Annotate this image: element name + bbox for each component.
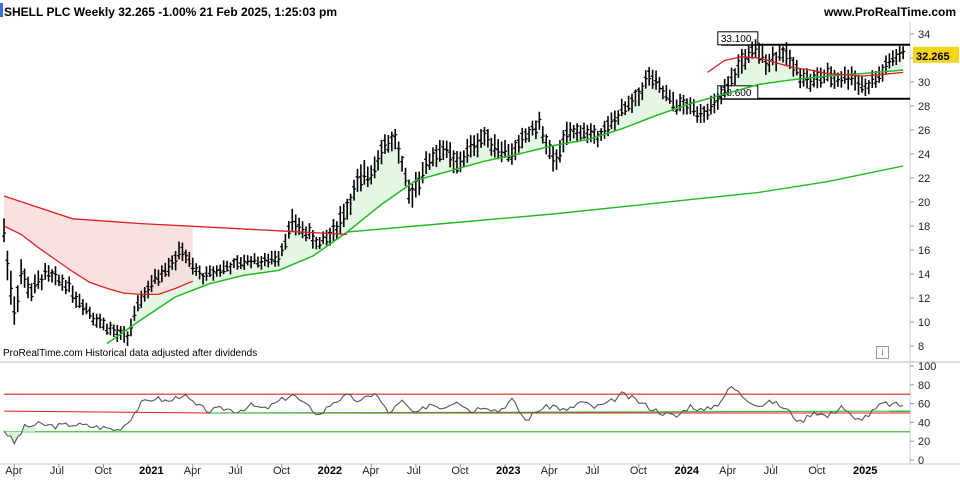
ma-red-late-line — [707, 56, 904, 77]
rsi-tick-label: 40 — [918, 417, 930, 429]
rsi-tick-label: 20 — [918, 436, 930, 448]
rsi-line — [3, 386, 904, 446]
time-tick-label: Jul — [764, 465, 778, 477]
time-tick-label: 2024 — [675, 465, 700, 477]
footer-note: ProRealTime.com Historical data adjusted… — [3, 348, 258, 359]
price-tick-label: 12 — [918, 293, 930, 305]
time-tick-label: Jul — [50, 465, 64, 477]
price-tick-label: 20 — [918, 197, 930, 209]
time-tick-label: Jul — [228, 465, 242, 477]
time-tick-label: 2025 — [853, 465, 877, 477]
time-tick-label: 2023 — [496, 465, 520, 477]
ma-green-long-line — [347, 165, 904, 233]
ma-green-mid-line — [106, 69, 904, 345]
rsi-oversold-fill — [4, 424, 35, 444]
prorealtime-logo-icon — [0, 3, 3, 17]
price-tick-label: 22 — [918, 173, 930, 185]
rsi-tick-label: 80 — [918, 380, 930, 392]
rsi-tick-label: 100 — [918, 361, 936, 373]
chart-title: SHELL PLC Weekly 32.265 -1.00% 21 Feb 20… — [4, 5, 338, 19]
price-tick-label: 16 — [918, 245, 930, 257]
time-tick-label: Oct — [451, 465, 468, 477]
site-url[interactable]: www.ProRealTime.com — [823, 5, 956, 19]
rsi-mid-band-green — [209, 410, 911, 414]
price-tick-label: 26 — [918, 125, 930, 137]
price-tick-label: 34 — [918, 29, 930, 41]
last-price-tag — [913, 46, 959, 63]
support-label: 28.600 — [721, 88, 752, 99]
ma-red-early-line — [3, 225, 194, 296]
time-tick-label: Apr — [5, 465, 22, 477]
time-tick-label: Apr — [362, 465, 379, 477]
ma-red-fill — [4, 196, 193, 295]
price-tick-label: 18 — [918, 221, 930, 233]
price-tick-label: 30 — [918, 77, 930, 89]
rsi-tick-label: 60 — [918, 399, 930, 411]
time-tick-label: Apr — [719, 465, 736, 477]
time-tick-label: Jul — [407, 465, 421, 477]
time-tick-label: Apr — [184, 465, 201, 477]
time-tick-label: 2021 — [139, 465, 163, 477]
last-price-label: 32.265 — [916, 51, 950, 63]
price-tick-label: 24 — [918, 149, 930, 161]
time-tick-label: Oct — [630, 465, 647, 477]
time-tick-label: Jul — [585, 465, 599, 477]
resistance-label-box — [717, 31, 759, 46]
info-icon[interactable]: i — [876, 346, 889, 359]
rsi-tick-label: 0 — [918, 455, 924, 467]
ma-red-long-line — [3, 195, 348, 236]
time-tick-label: Oct — [808, 465, 825, 477]
price-tick-label: 14 — [918, 269, 930, 281]
price-tick-label: 28 — [918, 101, 930, 113]
price-tick-label: 10 — [918, 317, 930, 329]
resistance-label: 33.100 — [721, 34, 752, 45]
ma-green-fill — [134, 55, 904, 325]
time-tick-label: 2022 — [318, 465, 342, 477]
time-tick-label: Apr — [541, 465, 558, 477]
time-tick-label: Oct — [273, 465, 290, 477]
time-tick-label: Oct — [95, 465, 112, 477]
chart-header: SHELL PLC Weekly 32.265 -1.00% 21 Feb 20… — [0, 0, 960, 22]
price-tick-label: 8 — [918, 341, 924, 353]
